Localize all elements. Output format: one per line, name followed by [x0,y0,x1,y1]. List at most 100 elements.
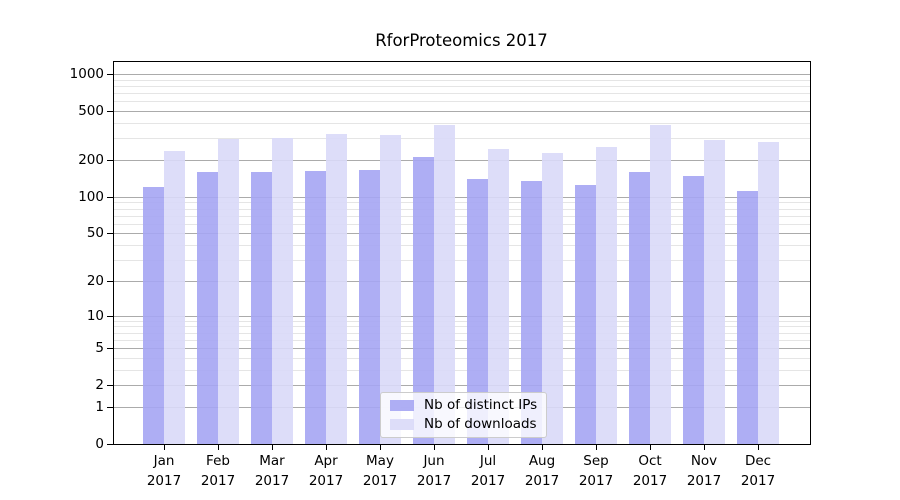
bar-downloads-jan [164,151,185,444]
y-tick-label: 20 [86,273,104,289]
major-gridline [114,159,810,161]
y-tick-label: 200 [78,152,104,168]
bar-downloads-oct [650,124,671,444]
minor-gridline [114,339,810,341]
major-gridline [114,196,810,198]
x-tick-year: 2017 [362,473,398,489]
y-tick-mark [107,444,113,445]
y-tick-mark [107,348,113,349]
legend: Nb of distinct IPs Nb of downloads [380,392,548,438]
y-tick-label: 1 [95,399,104,415]
x-tick-month: Dec [744,453,772,469]
minor-gridline [114,326,810,328]
x-tick-label-apr: Apr 2017 [294,451,358,491]
x-tick-mark [596,445,597,450]
x-tick-year: 2017 [416,473,452,489]
bar-downloads-sep [596,146,617,444]
y-tick-label: 50 [86,225,104,241]
x-tick-mark [164,445,165,450]
y-tick-label: 1000 [69,66,104,82]
y-tick-mark [107,74,113,75]
major-gridline [114,315,810,317]
y-tick-label: 5 [95,340,104,356]
x-tick-label-aug: Aug 2017 [510,451,574,491]
bar-downloads-feb [218,138,239,444]
minor-gridline [114,79,810,81]
x-tick-label-feb: Feb 2017 [186,451,250,491]
x-tick-mark [488,445,489,450]
x-tick-mark [380,445,381,450]
bar-distinct-ips-aug [521,181,542,444]
minor-gridline [114,215,810,217]
y-tick-mark [107,197,113,198]
bar-distinct-ips-nov [683,176,704,444]
major-gridline [114,280,810,282]
x-tick-label-jun: Jun 2017 [402,451,466,491]
bar-downloads-jun [434,125,455,444]
bar-downloads-dec [758,141,779,444]
x-tick-year: 2017 [470,473,506,489]
y-tick-mark [107,407,113,408]
bar-downloads-mar [272,138,293,444]
major-gridline [114,348,810,349]
y-tick-label: 10 [86,308,104,324]
minor-gridline [114,101,810,103]
minor-gridline [114,202,810,204]
minor-gridline [114,138,810,140]
x-tick-year: 2017 [254,473,290,489]
x-tick-month: Feb [206,453,230,469]
y-tick-label: 0 [95,436,104,452]
x-tick-year: 2017 [686,473,722,489]
minor-gridline [114,93,810,94]
legend-swatch-downloads [390,419,414,430]
bar-distinct-ips-sep [575,185,596,444]
x-tick-label-may: May 2017 [348,451,412,491]
legend-entry-distinct-ips: Nb of distinct IPs [390,398,537,413]
minor-gridline [114,223,810,225]
bar-distinct-ips-jan [143,186,164,444]
legend-swatch-distinct-ips [390,400,414,411]
legend-label-downloads: Nb of downloads [424,416,537,432]
minor-gridline [114,320,810,322]
bar-downloads-aug [542,153,563,444]
x-tick-label-mar: Mar 2017 [240,451,304,491]
x-tick-label-oct: Oct 2017 [618,451,682,491]
x-tick-year: 2017 [632,473,668,489]
minor-gridline [114,208,810,210]
x-tick-month: Sep [583,453,609,469]
bar-distinct-ips-jun [413,156,434,444]
x-tick-year: 2017 [524,473,560,489]
bar-distinct-ips-apr [305,171,326,444]
x-tick-month: Jun [423,453,445,469]
bar-downloads-nov [704,140,725,444]
x-tick-mark [650,445,651,450]
major-gridline [114,73,810,75]
minor-gridline [114,369,810,371]
x-tick-month: Oct [638,453,662,469]
x-tick-label-dec: Dec 2017 [726,451,790,491]
x-tick-year: 2017 [200,473,236,489]
x-tick-mark [434,445,435,450]
x-tick-label-jan: Jan 2017 [132,451,196,491]
minor-gridline [114,357,810,359]
y-tick-label: 100 [78,189,104,205]
x-tick-mark [326,445,327,450]
x-tick-year: 2017 [308,473,344,489]
bar-distinct-ips-oct [629,172,650,444]
y-tick-mark [107,385,113,386]
x-tick-month: Jan [153,453,175,469]
legend-entry-downloads: Nb of downloads [390,417,537,432]
bar-distinct-ips-dec [737,190,758,444]
x-tick-year: 2017 [740,473,776,489]
x-tick-label-nov: Nov 2017 [672,451,736,491]
bar-downloads-may [380,135,401,444]
minor-gridline [114,122,810,124]
minor-gridline [114,245,810,247]
x-tick-mark [704,445,705,450]
x-tick-month: May [366,453,394,469]
x-tick-month: Nov [690,453,718,469]
x-tick-month: Apr [314,453,338,469]
x-tick-month: Aug [528,453,556,469]
bar-distinct-ips-may [359,169,380,444]
x-tick-month: Jul [479,453,497,469]
